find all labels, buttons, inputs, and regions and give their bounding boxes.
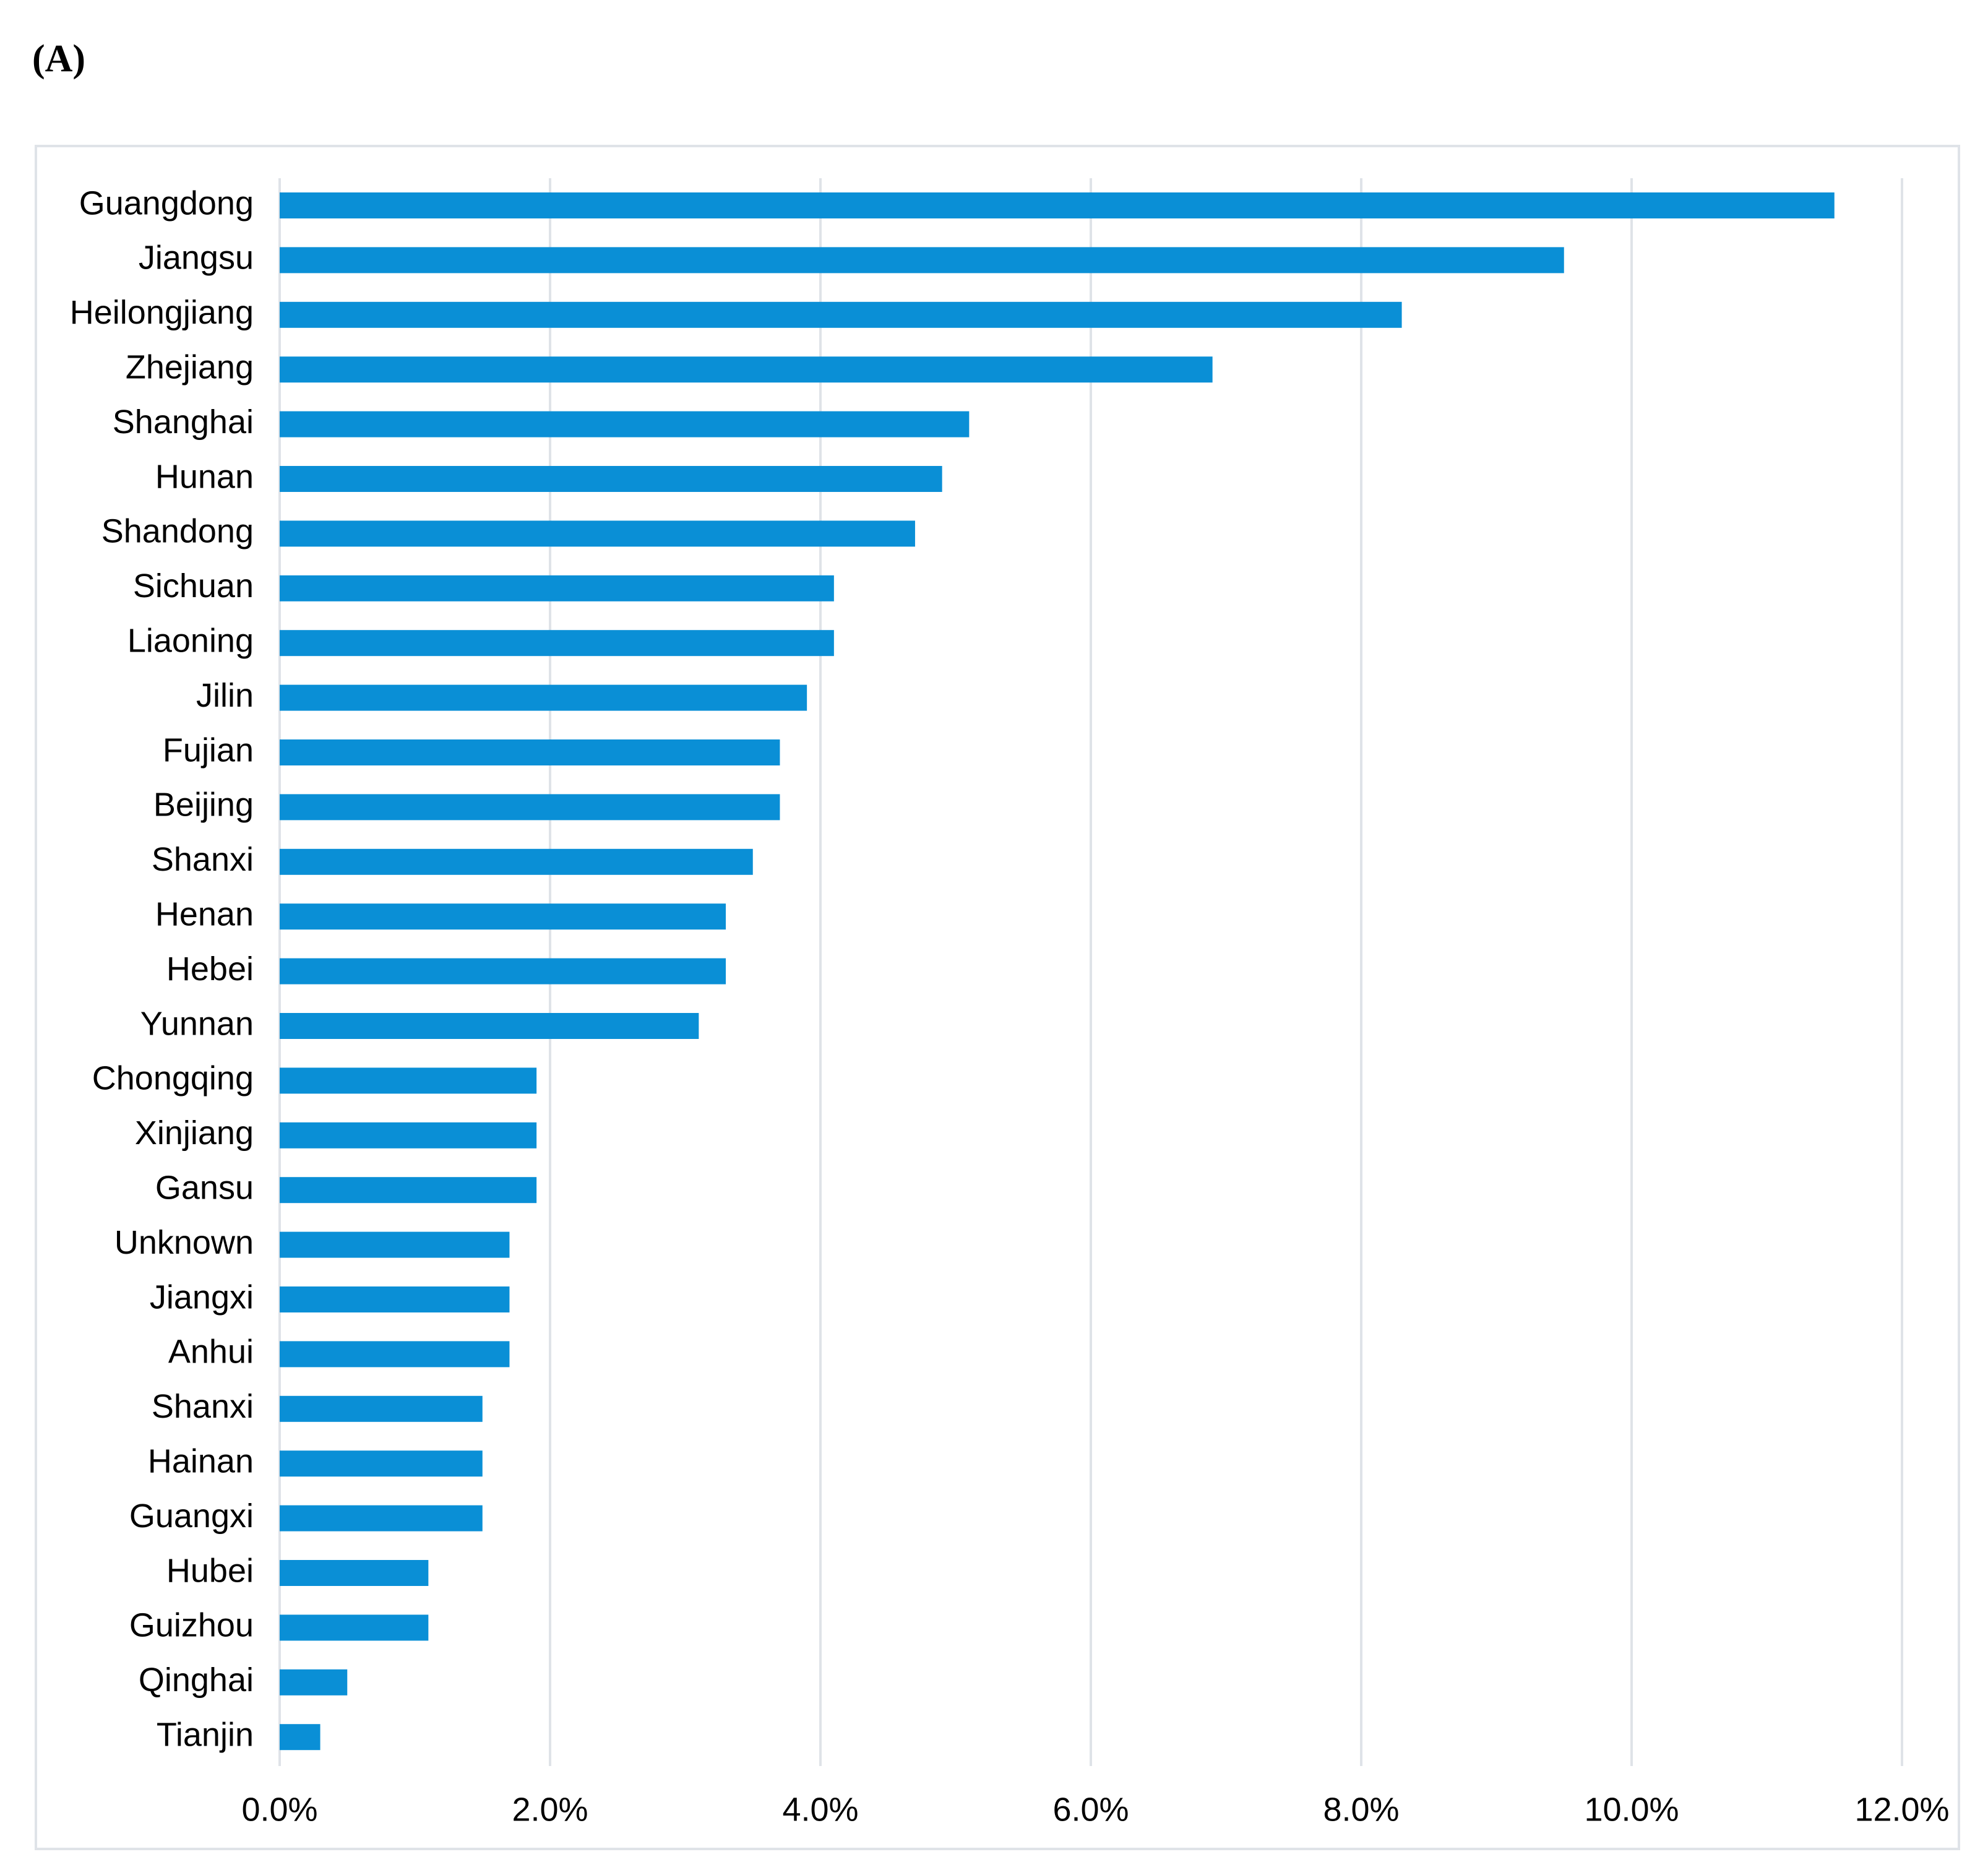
bar <box>280 1177 537 1204</box>
category-label: Liaoning <box>127 622 254 659</box>
category-label: Gansu <box>155 1169 254 1206</box>
category-label: Qinghai <box>139 1661 254 1699</box>
bar <box>280 356 1213 383</box>
category-label: Shanxi <box>152 1388 254 1425</box>
x-tick-label: 6.0% <box>1052 1791 1129 1828</box>
x-tick-label: 8.0% <box>1323 1791 1399 1828</box>
panel-label: (A) <box>32 38 86 80</box>
bar <box>280 1341 510 1368</box>
bar <box>280 794 780 821</box>
bar <box>280 903 726 930</box>
x-tick-label: 12.0% <box>1854 1791 1949 1828</box>
bar <box>280 411 970 437</box>
category-label: Hunan <box>155 458 254 495</box>
category-label: Beijing <box>153 786 254 824</box>
category-label: Hebei <box>166 950 254 988</box>
bar <box>280 301 1402 328</box>
x-tick-label: 10.0% <box>1584 1791 1679 1828</box>
category-label: Tianjin <box>157 1716 254 1753</box>
bar <box>280 1286 510 1312</box>
bar <box>280 466 942 492</box>
category-label: Hubei <box>166 1552 254 1589</box>
bar <box>280 1614 429 1641</box>
category-label: Jilin <box>196 677 254 714</box>
category-label: Guangdong <box>79 184 254 222</box>
category-label: Guizhou <box>129 1607 254 1644</box>
bar <box>280 1450 483 1477</box>
category-label: Xinjiang <box>135 1114 254 1152</box>
category-label: Heilongjiang <box>70 294 254 331</box>
bar <box>280 1505 483 1532</box>
bar <box>280 1122 537 1148</box>
bar <box>280 192 1835 218</box>
bar <box>280 1231 510 1258</box>
bar <box>280 1669 348 1695</box>
bar <box>280 1724 321 1751</box>
bar <box>280 520 915 547</box>
category-label: Chongqing <box>92 1060 254 1097</box>
bar <box>280 1013 699 1039</box>
category-label: Fujian <box>163 731 254 769</box>
category-label: Jiangsu <box>139 239 254 277</box>
bar <box>280 1395 483 1422</box>
bar <box>280 684 807 711</box>
bar <box>280 739 780 765</box>
category-label: Sichuan <box>133 567 254 605</box>
x-tick-label: 4.0% <box>782 1791 858 1828</box>
category-label: Shandong <box>101 513 254 550</box>
category-label: Unknown <box>114 1224 254 1261</box>
category-label: Hainan <box>148 1442 254 1480</box>
bar <box>280 848 753 875</box>
bar <box>280 958 726 985</box>
x-tick-label: 2.0% <box>512 1791 588 1828</box>
bar <box>280 1067 537 1094</box>
bar <box>280 575 834 601</box>
bar <box>280 630 834 657</box>
bar <box>280 247 1564 274</box>
category-label: Shanxi <box>152 841 254 878</box>
x-tick-label: 0.0% <box>241 1791 317 1828</box>
category-label: Yunnan <box>140 1005 254 1042</box>
bar <box>280 1560 429 1586</box>
category-label: Zhejiang <box>126 348 254 386</box>
category-label: Henan <box>155 895 254 933</box>
category-label: Anhui <box>168 1334 254 1371</box>
category-label: Guangxi <box>129 1497 254 1535</box>
category-label: Jiangxi <box>150 1278 254 1316</box>
category-label: Shanghai <box>113 403 254 441</box>
